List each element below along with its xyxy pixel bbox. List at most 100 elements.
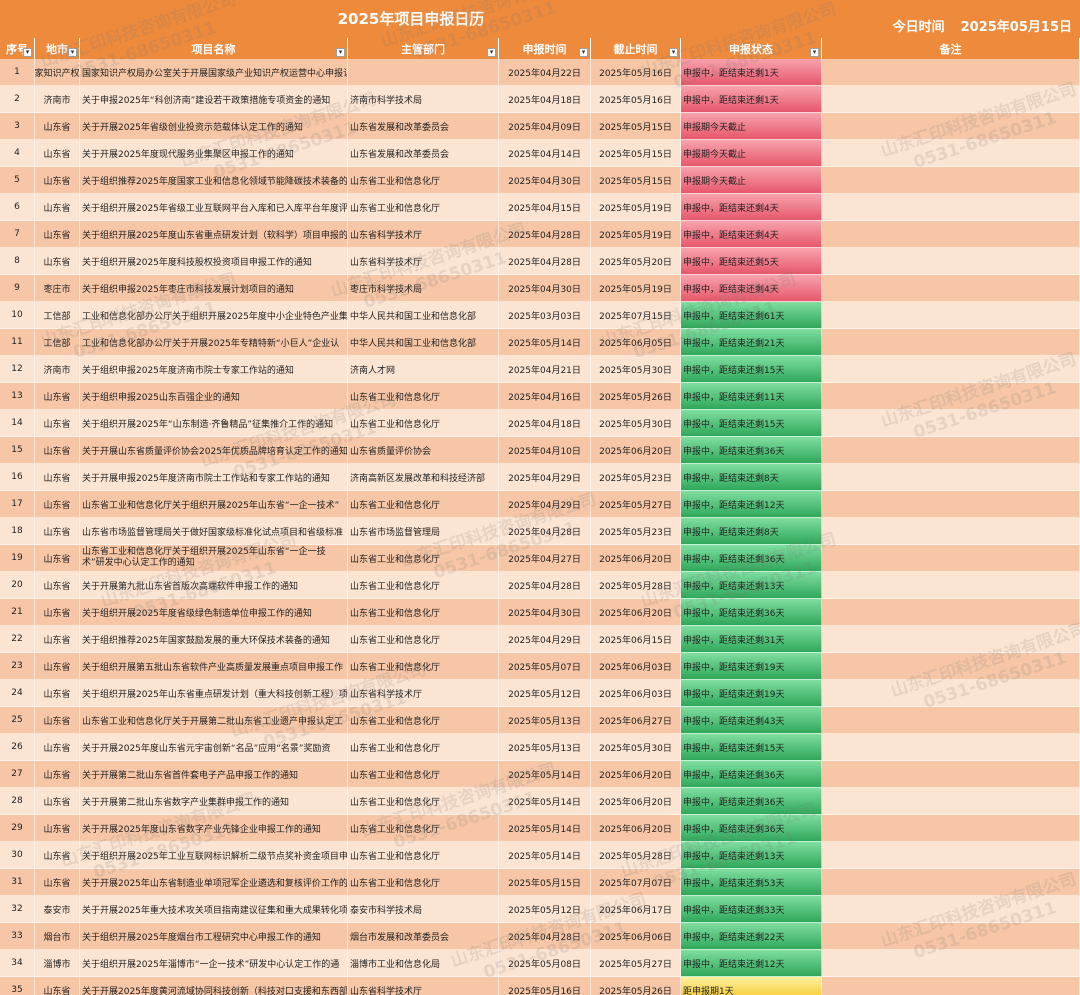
table-row[interactable]: 23 山东省 关于组织开展第五批山东省软件产业高质量发展重点项目申报工作 山东省工业和… (0, 653, 1080, 680)
table-row[interactable]: 25 山东省 山东省工业和信息化厅关于开展第二批山东省工业遗产申报认定工 山东省工业和… (0, 707, 1080, 734)
cell-no[interactable]: 2 (0, 86, 35, 113)
cell-city[interactable]: 山东省 (35, 572, 80, 599)
cell-status[interactable]: 申报中，距结束还剩11天 (681, 383, 822, 410)
cell-note[interactable] (822, 680, 1080, 707)
table-row[interactable]: 28 山东省 关于开展第二批山东省数字产业集群申报工作的通知 山东省工业和信息化厅 20… (0, 788, 1080, 815)
cell-end-date[interactable]: 2025年06月20日 (591, 599, 681, 626)
cell-end-date[interactable]: 2025年06月20日 (591, 437, 681, 464)
column-header-note[interactable]: 备注 (822, 38, 1080, 59)
cell-department[interactable]: 烟台市发展和改革委员会 (348, 923, 499, 950)
cell-no[interactable]: 10 (0, 302, 35, 329)
cell-no[interactable]: 35 (0, 977, 35, 995)
cell-start-date[interactable]: 2025年04月29日 (499, 491, 591, 518)
cell-project-name[interactable]: 关于开展山东省质量评价协会2025年优质品牌培育认定工作的通知 (80, 437, 348, 464)
cell-status[interactable]: 距申报期1天 (681, 977, 822, 995)
cell-no[interactable]: 8 (0, 248, 35, 275)
table-row[interactable]: 24 山东省 关于组织开展2025年山东省重点研发计划（重大科技创新工程）项 山东省科… (0, 680, 1080, 707)
cell-project-name[interactable]: 关于开展2025年省级创业投资示范载体认定工作的通知 (80, 113, 348, 140)
cell-start-date[interactable]: 2025年04月22日 (499, 59, 591, 86)
table-row[interactable]: 2 济南市 关于申报2025年“科创济南”建设若干政策措施专项资金的通知 济南市科学技… (0, 86, 1080, 113)
cell-project-name[interactable]: 关于开展第二批山东省首件套电子产品申报工作的通知 (80, 761, 348, 788)
cell-project-name[interactable]: 关于开展2025年重大技术攻关项目指南建议征集和重大成果转化项 (80, 896, 348, 923)
cell-project-name[interactable]: 关于组织申报2025年枣庄市科技发展计划项目的通知 (80, 275, 348, 302)
cell-city[interactable]: 山东省 (35, 869, 80, 896)
cell-city[interactable]: 济南市 (35, 86, 80, 113)
cell-end-date[interactable]: 2025年06月20日 (591, 545, 681, 572)
cell-project-name[interactable]: 关于开展2025年山东省制造业单项冠军企业遴选和复核评价工作的 (80, 869, 348, 896)
cell-city[interactable]: 山东省 (35, 140, 80, 167)
cell-no[interactable]: 33 (0, 923, 35, 950)
cell-end-date[interactable]: 2025年05月27日 (591, 950, 681, 977)
cell-project-name[interactable]: 关于组织开展2025年度烟台市工程研究中心申报工作的通知 (80, 923, 348, 950)
cell-end-date[interactable]: 2025年05月30日 (591, 734, 681, 761)
cell-note[interactable] (822, 437, 1080, 464)
cell-department[interactable]: 济南人才网 (348, 356, 499, 383)
table-row[interactable]: 1家知识产权国家知识产权局办公室关于开展国家级产业知识产权运营中心申报认定工作的… (0, 59, 1080, 86)
cell-project-name[interactable]: 山东省工业和信息化厅关于组织开展2025年山东省“一企一技术”研发中心认定工作的… (80, 545, 348, 572)
cell-no[interactable]: 14 (0, 410, 35, 437)
cell-project-name[interactable]: 关于组织开展2025年“山东制造·齐鲁精品”征集推介工作的通知 (80, 410, 348, 437)
cell-city[interactable]: 山东省 (35, 194, 80, 221)
table-row[interactable]: 34 淄博市 关于组织开展2025年淄博市“一企一技术”研发中心认定工作的通 淄博市工… (0, 950, 1080, 977)
cell-status[interactable]: 申报中，距结束还剩36天 (681, 761, 822, 788)
cell-project-name[interactable]: 关于开展2025年度黄河流域协同科技创新（科技对口支援和东西部 (80, 977, 348, 995)
cell-project-name[interactable]: 关于组织申报2025年度济南市院士专家工作站的通知 (80, 356, 348, 383)
cell-department[interactable]: 山东省工业和信息化厅 (348, 869, 499, 896)
cell-note[interactable] (822, 761, 1080, 788)
cell-project-name[interactable]: 关于组织推荐2025年度国家工业和信息化领域节能降碳技术装备的通知 (80, 167, 348, 194)
cell-city[interactable]: 山东省 (35, 815, 80, 842)
cell-city[interactable]: 烟台市 (35, 923, 80, 950)
cell-department[interactable]: 淄博市工业和信息化局 (348, 950, 499, 977)
cell-city[interactable]: 山东省 (35, 680, 80, 707)
cell-end-date[interactable]: 2025年06月20日 (591, 815, 681, 842)
cell-city[interactable]: 山东省 (35, 545, 80, 572)
cell-status[interactable]: 申报中，距结束还剩4天 (681, 275, 822, 302)
filter-dropdown-icon[interactable]: ▾ (487, 48, 496, 57)
cell-project-name[interactable]: 关于组织申报2025山东百强企业的通知 (80, 383, 348, 410)
cell-end-date[interactable]: 2025年05月15日 (591, 113, 681, 140)
cell-city[interactable]: 山东省 (35, 410, 80, 437)
filter-dropdown-icon[interactable]: ▾ (810, 48, 819, 57)
cell-city[interactable]: 山东省 (35, 491, 80, 518)
cell-end-date[interactable]: 2025年05月16日 (591, 86, 681, 113)
column-header-end-date[interactable]: 截止时间 ▾ (591, 38, 681, 59)
cell-start-date[interactable]: 2025年05月14日 (499, 815, 591, 842)
table-row[interactable]: 7 山东省 关于组织开展2025年度山东省重点研发计划（软科学）项目申报的 山东省科学… (0, 221, 1080, 248)
cell-status[interactable]: 申报中，距结束还剩36天 (681, 599, 822, 626)
cell-no[interactable]: 26 (0, 734, 35, 761)
cell-note[interactable] (822, 815, 1080, 842)
cell-status[interactable]: 申报中，距结束还剩13天 (681, 842, 822, 869)
cell-start-date[interactable]: 2025年05月15日 (499, 869, 591, 896)
table-row[interactable]: 3 山东省 关于开展2025年省级创业投资示范载体认定工作的通知 山东省发展和改革委员… (0, 113, 1080, 140)
cell-city[interactable]: 山东省 (35, 842, 80, 869)
cell-department[interactable] (348, 59, 499, 86)
cell-project-name[interactable]: 关于开展第二批山东省数字产业集群申报工作的通知 (80, 788, 348, 815)
cell-city[interactable]: 山东省 (35, 464, 80, 491)
cell-start-date[interactable]: 2025年05月08日 (499, 950, 591, 977)
cell-note[interactable] (822, 248, 1080, 275)
cell-note[interactable] (822, 518, 1080, 545)
cell-start-date[interactable]: 2025年04月30日 (499, 167, 591, 194)
cell-note[interactable] (822, 464, 1080, 491)
cell-note[interactable] (822, 788, 1080, 815)
cell-status[interactable]: 申报中，距结束还剩8天 (681, 464, 822, 491)
cell-department[interactable]: 济南高新区发展改革和科技经济部 (348, 464, 499, 491)
table-row[interactable]: 21 山东省 关于组织开展2025年度省级绿色制造单位申报工作的通知 山东省工业和信息… (0, 599, 1080, 626)
cell-status[interactable]: 申报中，距结束还剩15天 (681, 356, 822, 383)
table-row[interactable]: 10 工信部 工业和信息化部办公厅关于组织开展2025年度中小企业特色产业集 中华人民… (0, 302, 1080, 329)
table-row[interactable]: 9 枣庄市 关于组织申报2025年枣庄市科技发展计划项目的通知 枣庄市科学技术局 202… (0, 275, 1080, 302)
cell-status[interactable]: 申报中，距结束还剩36天 (681, 437, 822, 464)
cell-status[interactable]: 申报中，距结束还剩22天 (681, 923, 822, 950)
table-row[interactable]: 16 山东省 关于开展申报2025年度济南市院士工作站和专家工作站的通知 济南高新区发… (0, 464, 1080, 491)
table-row[interactable]: 35 山东省 关于开展2025年度黄河流域协同科技创新（科技对口支援和东西部 山东省科… (0, 977, 1080, 995)
cell-start-date[interactable]: 2025年04月30日 (499, 599, 591, 626)
cell-start-date[interactable]: 2025年04月18日 (499, 410, 591, 437)
cell-department[interactable]: 山东省工业和信息化厅 (348, 491, 499, 518)
filter-dropdown-icon[interactable]: ▾ (68, 48, 77, 57)
cell-note[interactable] (822, 491, 1080, 518)
cell-project-name[interactable]: 关于组织开展2025年度科技股权投资项目申报工作的通知 (80, 248, 348, 275)
cell-status[interactable]: 申报中，距结束还剩61天 (681, 302, 822, 329)
cell-start-date[interactable]: 2025年04月28日 (499, 518, 591, 545)
cell-no[interactable]: 18 (0, 518, 35, 545)
cell-end-date[interactable]: 2025年06月15日 (591, 626, 681, 653)
